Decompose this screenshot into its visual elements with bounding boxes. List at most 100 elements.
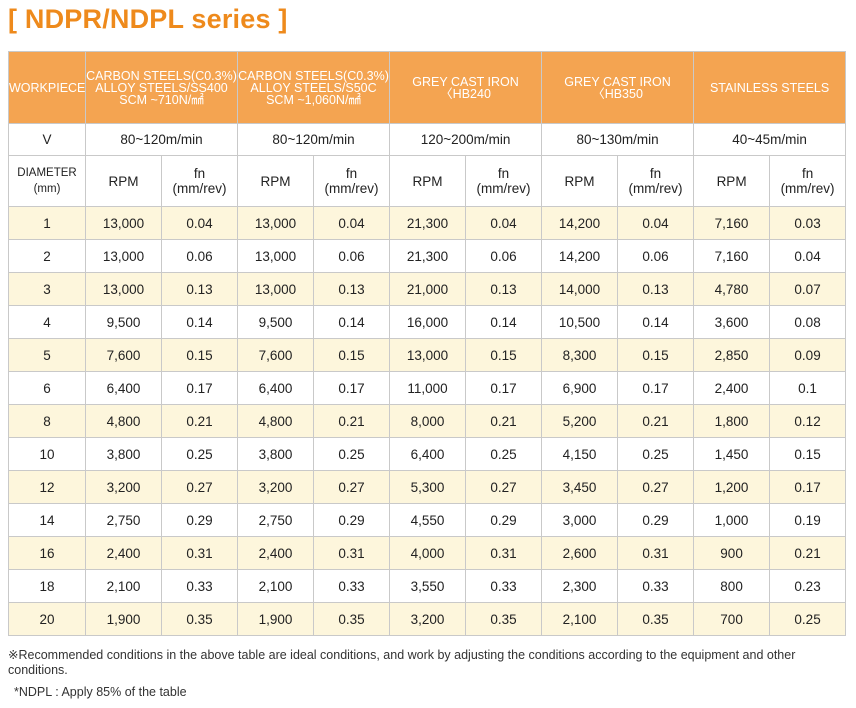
fn-unit: (mm/rev) — [172, 181, 227, 196]
speed-row: V 80~120m/min 80~120m/min 120~200m/min 8… — [8, 123, 847, 156]
diameter-cell: 4 — [8, 305, 86, 339]
fn-cell: 0.15 — [617, 338, 695, 372]
fn-cell: 0.13 — [313, 272, 391, 306]
fn-unit: (mm/rev) — [476, 181, 531, 196]
fn-cell: 0.08 — [769, 305, 847, 339]
cutting-conditions-table: WORKPIECE CARBON STEELS(C0.3%) ALLOY STE… — [8, 51, 847, 636]
table-row: 20 1,900 0.35 1,900 0.35 3,200 0.35 2,100 0.35 70… — [8, 602, 847, 636]
fn-cell: 0.25 — [769, 602, 847, 636]
fn-cell: 0.27 — [465, 470, 543, 504]
rpm-cell: 2,750 — [85, 503, 162, 537]
table-row: 18 2,100 0.33 2,100 0.33 3,550 0.33 2,300 0.33 80… — [8, 569, 847, 603]
fn-cell: 0.17 — [313, 371, 391, 405]
rpm-cell: 3,800 — [85, 437, 162, 471]
fn-cell: 0.17 — [617, 371, 695, 405]
rpm-cell: 3,200 — [389, 602, 467, 636]
rpm-cell: 7,600 — [85, 338, 162, 372]
rpm-cell: 4,780 — [693, 272, 771, 306]
rpm-header: RPM — [85, 155, 162, 207]
diameter-cell: 1 — [8, 206, 86, 240]
fn-cell: 0.04 — [465, 206, 543, 240]
column-header-row: DIAMETER (mm) RPM fn (mm/rev) RPM fn (mm/r… — [8, 155, 847, 207]
rpm-cell: 1,200 — [693, 470, 771, 504]
diameter-unit: (mm) — [33, 183, 61, 195]
fn-cell: 0.13 — [617, 272, 695, 306]
rpm-cell: 7,160 — [693, 239, 771, 273]
fn-cell: 0.25 — [617, 437, 695, 471]
material-line: 〈HB350 — [592, 86, 643, 101]
fn-cell: 0.06 — [465, 239, 543, 273]
fn-cell: 0.04 — [313, 206, 391, 240]
table-row: 2 13,000 0.06 13,000 0.06 21,300 0.06 14,200 0.0… — [8, 239, 847, 273]
rpm-cell: 1,900 — [237, 602, 315, 636]
rpm-cell: 3,200 — [237, 470, 315, 504]
rpm-cell: 2,400 — [85, 536, 162, 570]
rpm-cell: 4,800 — [237, 404, 315, 438]
diameter-label: DIAMETER — [17, 167, 77, 179]
fn-unit: (mm/rev) — [780, 181, 835, 196]
material-header: CARBON STEELS(C0.3%) ALLOY STEELS/SS400 … — [84, 51, 239, 124]
rpm-cell: 2,100 — [85, 569, 162, 603]
table-row: 3 13,000 0.13 13,000 0.13 21,000 0.13 14,000 0.1… — [8, 272, 847, 306]
rpm-cell: 2,850 — [693, 338, 771, 372]
rpm-cell: 900 — [693, 536, 771, 570]
ndpl-note: *NDPL : Apply 85% of the table — [14, 685, 187, 699]
table-row: 5 7,600 0.15 7,600 0.15 13,000 0.15 8,300 0.15 2,… — [8, 338, 847, 372]
rpm-cell: 4,550 — [389, 503, 467, 537]
fn-label: fn — [193, 166, 206, 181]
table-row: 14 2,750 0.29 2,750 0.29 4,550 0.29 3,000 0.29 1,… — [8, 503, 847, 537]
fn-header: fn (mm/rev) — [617, 155, 695, 207]
fn-cell: 0.27 — [313, 470, 391, 504]
fn-cell: 0.21 — [313, 404, 391, 438]
fn-cell: 0.35 — [160, 602, 239, 636]
material-header: CARBON STEELS(C0.3%) ALLOY STEELS/S50C S… — [237, 51, 391, 124]
table-row: 8 4,800 0.21 4,800 0.21 8,000 0.21 5,200 0.21 1,8… — [8, 404, 847, 438]
fn-cell: 0.19 — [769, 503, 847, 537]
fn-cell: 0.31 — [160, 536, 239, 570]
material-line: STAINLESS STEELS — [709, 80, 830, 95]
speed-value: 80~120m/min — [84, 123, 239, 156]
rpm-cell: 2,100 — [541, 602, 619, 636]
rpm-cell: 13,000 — [237, 272, 315, 306]
rpm-cell: 6,400 — [85, 371, 162, 405]
diameter-cell: 5 — [8, 338, 86, 372]
speed-label: V — [8, 123, 86, 156]
diameter-cell: 16 — [8, 536, 86, 570]
rpm-cell: 14,000 — [541, 272, 619, 306]
rpm-cell: 5,200 — [541, 404, 619, 438]
material-line: SCM ~710N/㎟ — [119, 92, 204, 107]
table-row: 4 9,500 0.14 9,500 0.14 16,000 0.14 10,500 0.14 3… — [8, 305, 847, 339]
rpm-cell: 3,800 — [237, 437, 315, 471]
fn-header: fn (mm/rev) — [769, 155, 847, 207]
rpm-cell: 1,800 — [693, 404, 771, 438]
fn-label: fn — [649, 166, 662, 181]
fn-cell: 0.13 — [160, 272, 239, 306]
diameter-cell: 10 — [8, 437, 86, 471]
speed-value: 80~130m/min — [541, 123, 695, 156]
table-row: 6 6,400 0.17 6,400 0.17 11,000 0.17 6,900 0.17 2,… — [8, 371, 847, 405]
fn-cell: 0.23 — [769, 569, 847, 603]
fn-cell: 0.15 — [465, 338, 543, 372]
diameter-cell: 20 — [8, 602, 86, 636]
rpm-header: RPM — [541, 155, 619, 207]
material-header: STAINLESS STEELS — [693, 51, 847, 124]
fn-cell: 0.25 — [313, 437, 391, 471]
material-line: ALLOY STEELS/SS400 — [95, 80, 228, 95]
rpm-cell: 5,300 — [389, 470, 467, 504]
speed-value: 120~200m/min — [389, 123, 543, 156]
rpm-cell: 6,400 — [389, 437, 467, 471]
fn-cell: 0.04 — [617, 206, 695, 240]
fn-cell: 0.35 — [313, 602, 391, 636]
rpm-cell: 4,150 — [541, 437, 619, 471]
fn-cell: 0.21 — [465, 404, 543, 438]
rpm-cell: 2,400 — [693, 371, 771, 405]
fn-cell: 0.14 — [465, 305, 543, 339]
fn-cell: 0.25 — [160, 437, 239, 471]
workpiece-header: WORKPIECE — [8, 51, 86, 124]
fn-cell: 0.33 — [313, 569, 391, 603]
fn-header: fn (mm/rev) — [313, 155, 391, 207]
diameter-cell: 8 — [8, 404, 86, 438]
fn-cell: 0.09 — [769, 338, 847, 372]
fn-cell: 0.1 — [769, 371, 847, 405]
fn-cell: 0.33 — [617, 569, 695, 603]
